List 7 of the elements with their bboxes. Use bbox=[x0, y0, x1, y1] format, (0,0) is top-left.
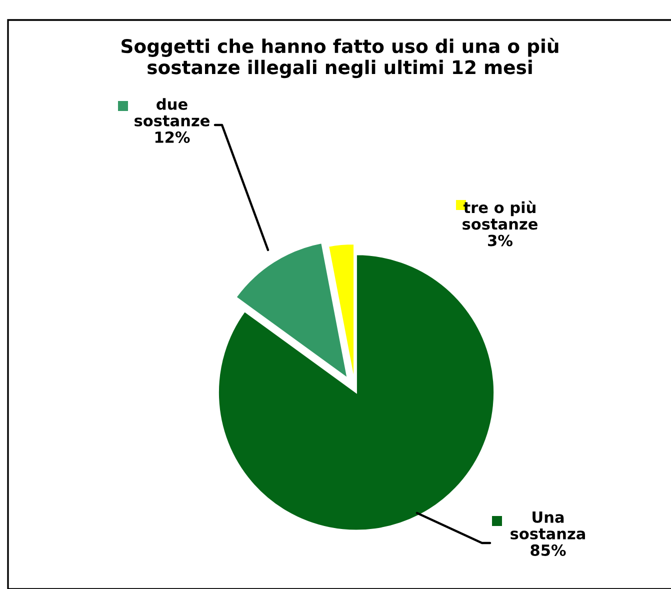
legend-label: Una sostanza bbox=[510, 512, 585, 540]
chart-title: Soggetti che hanno fatto uso di una o più sostanze illegali negli ultimi 12 mesi bbox=[122, 38, 558, 78]
legend-label: due sostanze bbox=[134, 98, 210, 126]
data-label: 3% bbox=[488, 234, 512, 246]
data-label: 85% bbox=[530, 544, 566, 556]
data-label: 12% bbox=[155, 131, 190, 143]
legend-label: tre o più sostanze bbox=[462, 200, 538, 230]
